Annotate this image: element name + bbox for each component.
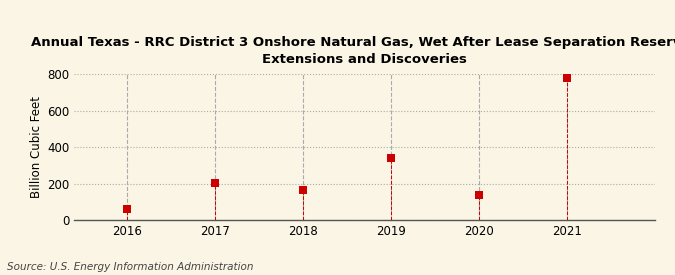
Text: Source: U.S. Energy Information Administration: Source: U.S. Energy Information Administ… [7,262,253,272]
Point [562,76,572,81]
Point [122,207,132,211]
Y-axis label: Billion Cubic Feet: Billion Cubic Feet [30,96,43,198]
Point [298,188,308,193]
Point [385,156,396,160]
Point [209,181,220,185]
Point [473,193,484,198]
Title: Annual Texas - RRC District 3 Onshore Natural Gas, Wet After Lease Separation Re: Annual Texas - RRC District 3 Onshore Na… [31,36,675,66]
